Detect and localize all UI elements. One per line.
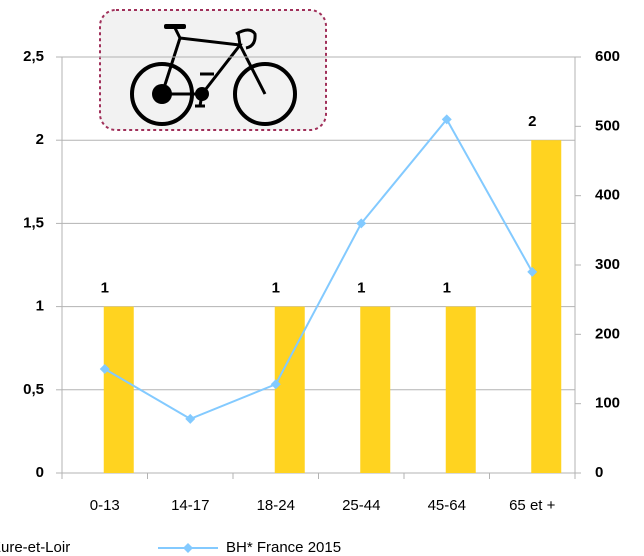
y2-tick-label: 600 [595, 48, 620, 65]
data-label: 1 [101, 280, 109, 297]
legend-label: Eure-et-Loir [0, 539, 70, 556]
y-tick-label: 2,5 [23, 48, 44, 65]
x-tick-label: 18-24 [257, 497, 295, 514]
line [104, 117, 534, 421]
y-tick-label: 2 [36, 131, 44, 148]
legend-label: BH* France 2015 [226, 539, 341, 556]
x-tick-label: 14-17 [171, 497, 209, 514]
y-tick-label: 1,5 [23, 214, 44, 231]
data-label: 1 [357, 280, 365, 297]
y-tick-label: 0,5 [23, 381, 44, 398]
bar [274, 306, 305, 473]
y2-tick-label: 0 [595, 464, 603, 481]
x-tick-label: 65 et + [509, 497, 556, 514]
data-label: 1 [272, 280, 280, 297]
x-tick-label: 0-13 [90, 497, 120, 514]
y2-tick-label: 500 [595, 117, 620, 134]
marker [441, 114, 452, 125]
bicycle-icon [99, 9, 327, 131]
marker [356, 218, 367, 229]
y2-tick-label: 300 [595, 256, 620, 273]
y2-tick-label: 100 [595, 395, 620, 412]
y-tick-label: 0 [36, 464, 44, 481]
bar [103, 306, 134, 473]
y-tick-label: 1 [36, 298, 44, 315]
x-tick-label: 25-44 [342, 497, 380, 514]
marker [185, 413, 196, 424]
y2-tick-label: 400 [595, 187, 620, 204]
bar [531, 140, 562, 473]
x-tick-label: 45-64 [428, 497, 466, 514]
data-label: 2 [528, 113, 536, 130]
data-label: 1 [443, 280, 451, 297]
y2-tick-label: 200 [595, 325, 620, 342]
bar [445, 306, 476, 473]
bar [360, 306, 391, 473]
marker [99, 364, 110, 374]
marker [527, 266, 538, 277]
legend-marker [183, 543, 193, 553]
marker [270, 379, 281, 390]
